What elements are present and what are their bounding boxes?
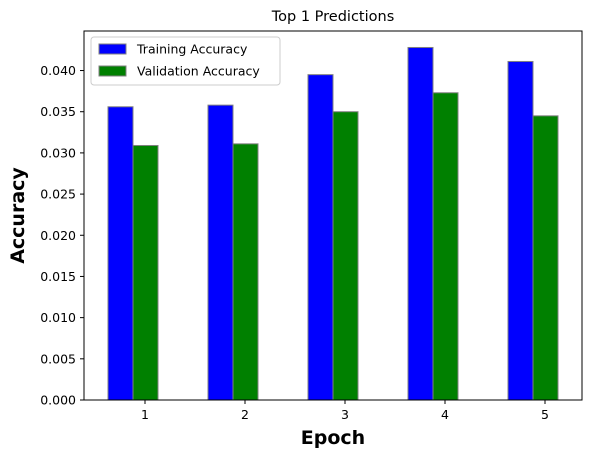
legend-box [90,36,281,86]
legend-label-training: Training Accuracy [136,42,248,57]
bar-training-epoch-1 [107,106,134,401]
y-ticks: 0.000 0.005 0.010 0.015 0.020 0.025 0.030 0.035… [40,63,84,408]
bar-training-epoch-4 [407,46,434,401]
bar-validation-epoch-5 [532,115,559,401]
x-tick-label: 3 [341,407,349,422]
bar-training-epoch-2 [207,104,234,401]
y-tick-label: 0.005 [40,351,76,366]
y-tick-label: 0.020 [40,228,76,243]
x-ticks: 1 2 3 4 5 [141,400,549,422]
bar-training-epoch-3 [307,74,334,401]
y-tick-label: 0.040 [40,63,76,78]
axes-layer [83,30,583,401]
x-tick-label: 2 [241,407,249,422]
x-tick-label: 5 [541,407,549,422]
y-tick-label: 0.030 [40,145,76,160]
bar-validation-epoch-2 [232,143,259,401]
bar-validation-epoch-4 [432,92,459,401]
plot-frame [83,30,583,401]
bars-layer [107,46,559,401]
legend-swatch-validation [98,65,127,77]
x-tick-label: 1 [141,407,149,422]
bar-training-epoch-5 [507,60,534,401]
legend-label-validation: Validation Accuracy [137,64,260,79]
y-axis-label: Accuracy [7,167,29,264]
y-tick-label: 0.035 [40,104,76,119]
chart-title: Top 1 Predictions [271,9,395,25]
legend-swatch-training [98,43,127,55]
y-tick-label: 0.015 [40,269,76,284]
bar-validation-epoch-1 [132,144,159,401]
y-tick-label: 0.025 [40,187,76,202]
y-tick-label: 0.010 [40,310,76,325]
bar-validation-epoch-3 [332,111,359,401]
legend: Training Accuracy Validation Accuracy [90,36,281,86]
x-tick-label: 4 [441,407,449,422]
x-axis-label: Epoch [301,427,365,449]
y-tick-label: 0.000 [40,393,76,408]
